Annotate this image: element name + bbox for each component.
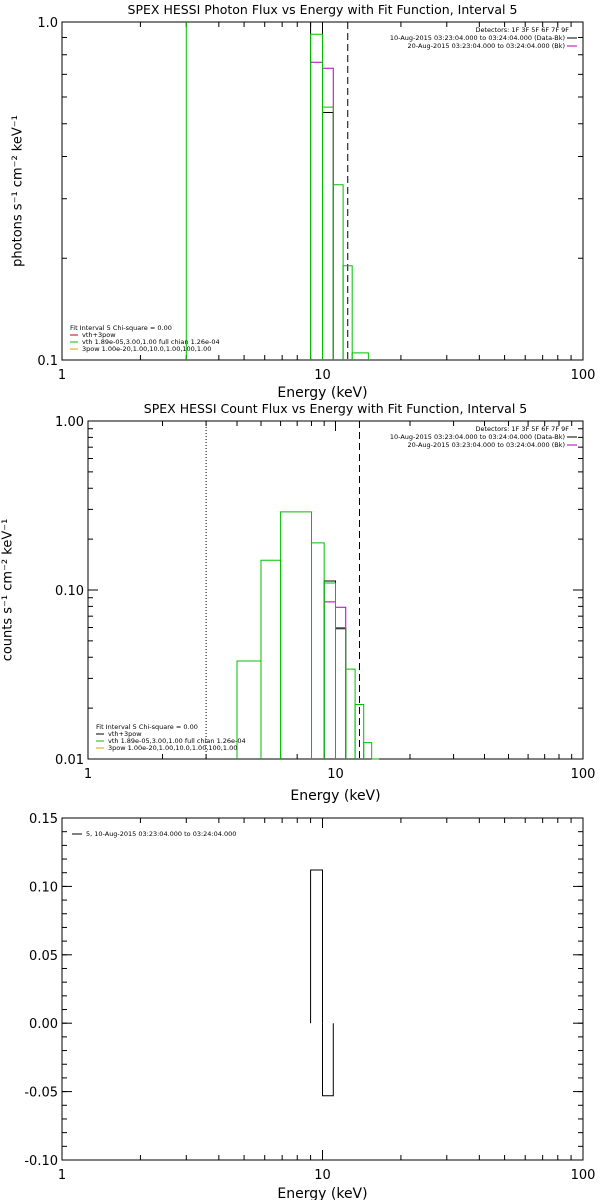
y-tick-label: 0.10 bbox=[29, 880, 58, 895]
y-axis-label: counts s⁻¹ cm⁻² keV⁻¹ bbox=[1, 519, 16, 662]
histogram-bin bbox=[342, 265, 353, 360]
histogram-bin bbox=[260, 559, 282, 759]
histogram-bin bbox=[363, 742, 373, 759]
histogram-bin bbox=[310, 33, 323, 360]
x-axis-label: Energy (keV) bbox=[290, 788, 380, 804]
histogram-bin bbox=[323, 580, 336, 759]
y-tick-label: -0.10 bbox=[24, 1154, 58, 1169]
x-tick-label: 100 bbox=[571, 767, 596, 782]
legend-entry-label: 20-Aug-2015 03:23:04.000 to 03:24:04.000… bbox=[408, 42, 565, 50]
chart-title: SPEX HESSI Photon Flux vs Energy with Fi… bbox=[128, 2, 518, 17]
histogram-bin bbox=[351, 352, 369, 360]
x-tick-label: 10 bbox=[314, 368, 331, 383]
chart-panel-3: 1 10 100 -0.10 -0.05 0.00 0.05 0.10 0.15 Energy (… bbox=[24, 812, 595, 1200]
histogram-bin bbox=[323, 601, 336, 759]
legend-entry-label: 3pow 1.00e-20,1.00,10.0,1.00,100,1.00 bbox=[108, 744, 237, 752]
histogram-bin bbox=[335, 628, 347, 759]
chart-panel-2: SPEX HESSI Count Flux vs Energy with Fit… bbox=[1, 401, 596, 804]
y-tick-label: 0.10 bbox=[55, 584, 84, 599]
legend-entry-label: vth 1.89e-05,3.00,1.00 full chian 1.26e-… bbox=[82, 338, 220, 346]
fit-header: Fit Interval 5 Chi-square = 0.00 bbox=[70, 324, 172, 332]
series-vth bbox=[236, 511, 380, 760]
x-tick-label: 100 bbox=[571, 368, 596, 383]
histogram-bin bbox=[354, 704, 365, 759]
x-tick-label: 10 bbox=[327, 767, 344, 782]
y-axis-label: photons s⁻¹ cm⁻² keV⁻¹ bbox=[11, 115, 26, 267]
x-tick-label: 1 bbox=[84, 767, 92, 782]
legend-entry-label: vth 1.89e-05,3.00,1.00 full chian 1.26e-… bbox=[108, 737, 246, 745]
chart-panel-1: SPEX HESSI Photon Flux vs Energy with Fi… bbox=[11, 2, 596, 401]
x-axis-label: Energy (keV) bbox=[277, 1186, 367, 1200]
y-tick-label: 0.15 bbox=[29, 812, 58, 827]
series-5-10-aug-2015-03-23-04-000-to-03-24-04-000 bbox=[310, 869, 334, 1097]
series-bk bbox=[323, 601, 347, 759]
y-tick-label: 0.1 bbox=[37, 354, 58, 369]
x-tick-label: 1 bbox=[58, 368, 66, 383]
histogram-bin bbox=[345, 668, 356, 759]
histogram-bin bbox=[335, 606, 347, 759]
histogram-bin bbox=[280, 511, 313, 759]
histogram-bin bbox=[311, 542, 325, 759]
histogram-bin bbox=[322, 1023, 334, 1097]
histogram-bin bbox=[322, 111, 334, 360]
series-vth bbox=[310, 33, 369, 360]
x-tick-label: 10 bbox=[314, 1168, 331, 1183]
chart-title: SPEX HESSI Count Flux vs Energy with Fit… bbox=[144, 401, 527, 416]
y-tick-label: 0.00 bbox=[29, 1017, 58, 1032]
legend-entry-label: 3pow 1.00e-20,1.00,10.0,1.00,100,1.00 bbox=[82, 345, 211, 353]
legend-entry-label: 5, 10-Aug-2015 03:23:04.000 to 03:24:04.… bbox=[86, 830, 236, 838]
y-tick-label: 1.00 bbox=[55, 415, 84, 430]
y-tick-label: 0.01 bbox=[55, 753, 84, 768]
fit-header: Fit Interval 5 Chi-square = 0.00 bbox=[96, 723, 198, 731]
histogram-bin bbox=[310, 61, 323, 360]
y-tick-label: -0.05 bbox=[24, 1086, 58, 1101]
histogram-bin bbox=[332, 184, 344, 360]
detectors-label: Detectors: 1F 3F 5F 6F 7F 9F bbox=[475, 425, 569, 433]
legend-entry-label: vth+3pow bbox=[82, 331, 116, 339]
legend-entry-label: 10-Aug-2015 03:23:04.000 to 03:24:04.000… bbox=[390, 34, 565, 42]
histogram-bin bbox=[322, 106, 334, 360]
legend-entry-label: 20-Aug-2015 03:23:04.000 to 03:24:04.000… bbox=[408, 441, 565, 449]
y-tick-label: 0.05 bbox=[29, 949, 58, 964]
histogram-bin bbox=[310, 869, 323, 1024]
legend-entry-label: vth+3pow bbox=[108, 730, 142, 738]
histogram-bin bbox=[335, 626, 347, 759]
histogram-bin bbox=[323, 582, 336, 759]
series-data-bk bbox=[310, 21, 334, 360]
x-tick-label: 100 bbox=[571, 1168, 596, 1183]
detectors-label: Detectors: 1F 3F 5F 6F 7F 9F bbox=[475, 26, 569, 34]
x-axis-label: Energy (keV) bbox=[277, 385, 367, 401]
legend-entry-label: 10-Aug-2015 03:23:04.000 to 03:24:04.000… bbox=[390, 433, 565, 441]
y-tick-label: 1.0 bbox=[37, 16, 58, 31]
histogram-bin bbox=[310, 21, 323, 360]
x-tick-label: 1 bbox=[58, 1168, 66, 1183]
